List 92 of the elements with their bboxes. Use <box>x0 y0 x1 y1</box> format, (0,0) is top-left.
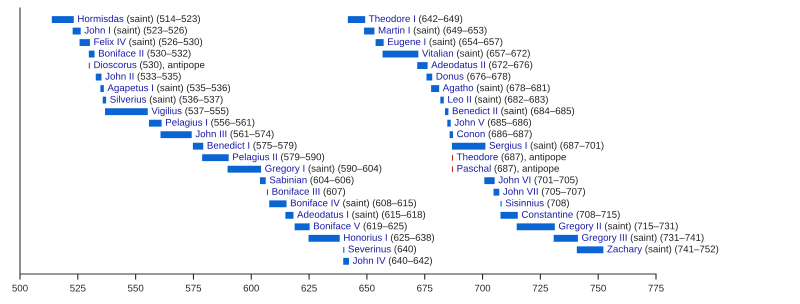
data-label: Benedict I (575–579) <box>208 142 297 151</box>
bar <box>500 212 518 219</box>
bar <box>96 74 102 81</box>
data-label: Theodore I (642–649) <box>368 14 462 24</box>
bar <box>382 50 418 58</box>
bar <box>417 62 428 70</box>
x-tick-label: 525 <box>70 284 86 292</box>
data-label: Gregory I (saint) (590–604) <box>265 164 382 174</box>
data-label: Agatho (saint) (678–681) <box>442 84 550 94</box>
data-label: Gregory II (saint) (715–731) <box>558 222 678 232</box>
bar <box>160 131 192 138</box>
x-tick-label: 750 <box>590 284 606 292</box>
bar <box>447 120 451 127</box>
data-label: Boniface III (607) <box>272 188 346 197</box>
bar <box>364 28 374 34</box>
x-tick-label: 650 <box>359 284 375 292</box>
x-tick-label: 675 <box>417 284 432 292</box>
x-tick-label: 700 <box>474 284 490 292</box>
data-label: Agapetus I (saint) (535–536) <box>107 84 230 94</box>
bar <box>444 108 448 116</box>
data-label: Leo II (saint) (682–683) <box>448 96 548 105</box>
bar <box>192 142 204 150</box>
bar <box>554 234 578 242</box>
data-label: Sabinian (604–606) <box>270 176 354 186</box>
data-label: Gregory III (saint) (731–741) <box>582 234 704 243</box>
bar <box>343 258 349 265</box>
data-label: Pelagius II (579–590) <box>233 153 324 162</box>
data-label: John V (685–686) <box>454 118 532 128</box>
data-label: Sergius I (saint) (687–701) <box>489 142 604 151</box>
data-label: Felix IV (saint) (526–530) <box>94 38 202 48</box>
bar <box>294 223 310 230</box>
bar <box>80 39 90 46</box>
x-tick-label: 625 <box>301 284 317 292</box>
bar <box>148 120 162 127</box>
bar <box>285 212 294 219</box>
data-label: Donus (676–678) <box>436 72 510 82</box>
bar <box>100 85 104 92</box>
data-label: Boniface IV (saint) (608–615) <box>290 199 416 208</box>
data-label: John II (533–535) <box>105 72 181 82</box>
bar <box>52 16 74 23</box>
bar <box>484 177 495 184</box>
data-label: Paschal (687), antipope <box>457 164 559 174</box>
data-label: Boniface V (619–625) <box>314 222 407 232</box>
bar <box>452 142 486 150</box>
bar <box>72 28 81 34</box>
x-tick-label: 775 <box>648 284 664 292</box>
data-label: John VI (701–705) <box>498 176 578 186</box>
data-label: Constantine (708–715) <box>522 210 620 220</box>
data-label: Honorius I (625–638) <box>344 234 434 243</box>
bar <box>228 166 262 173</box>
bar <box>102 96 106 104</box>
data-label: Conon (686–687) <box>457 130 532 140</box>
data-label: Vigilius (537–555) <box>151 107 228 116</box>
data-label: Pelagius I (556–561) <box>166 118 254 128</box>
bar <box>269 200 287 208</box>
bar <box>516 223 555 230</box>
bar <box>450 131 454 138</box>
data-label: Theodore (687), antipope <box>456 153 566 162</box>
data-label: Boniface II (530–532) <box>98 50 191 59</box>
bar <box>308 234 340 242</box>
data-label: Eugene I (saint) (654–657) <box>388 38 502 48</box>
bar <box>105 108 148 116</box>
bar <box>431 85 440 92</box>
x-tick-label: 725 <box>532 284 548 292</box>
bar <box>260 177 266 184</box>
data-label: Vitalian (saint) (657–672) <box>422 50 530 59</box>
bar <box>576 246 604 254</box>
bar <box>494 188 500 196</box>
data-label: John IV (640–642) <box>352 256 432 266</box>
data-label: Zachary (saint) (741–752) <box>607 245 718 254</box>
bar <box>440 96 444 104</box>
data-label: Hormisdas (saint) (514–523) <box>78 14 200 24</box>
bar <box>202 154 229 162</box>
bar <box>376 39 384 46</box>
data-label: John I (saint) (523–526) <box>84 26 187 36</box>
data-label: Martin I (saint) (649–653) <box>378 26 487 36</box>
x-tick-label: 575 <box>186 284 202 292</box>
data-label: Adeodatus II (672–676) <box>431 61 532 70</box>
data-label: Dioscorus (530), antipope <box>94 61 204 70</box>
bar <box>88 50 95 58</box>
data-label: Silverius (saint) (536–537) <box>110 96 223 105</box>
data-label: Sisinnius (708) <box>506 199 569 208</box>
x-tick-label: 600 <box>244 284 260 292</box>
bar <box>426 74 432 81</box>
data-label: John VII (705–707) <box>503 188 585 197</box>
x-tick-label: 500 <box>12 284 28 292</box>
x-tick-label: 550 <box>128 284 144 292</box>
data-label: Severinus (640) <box>348 245 416 254</box>
data-label: Benedict II (saint) (684–685) <box>452 107 574 116</box>
data-label: Adeodatus I (saint) (615–618) <box>297 210 426 220</box>
bar <box>348 16 366 23</box>
data-label: John III (561–574) <box>195 130 274 140</box>
